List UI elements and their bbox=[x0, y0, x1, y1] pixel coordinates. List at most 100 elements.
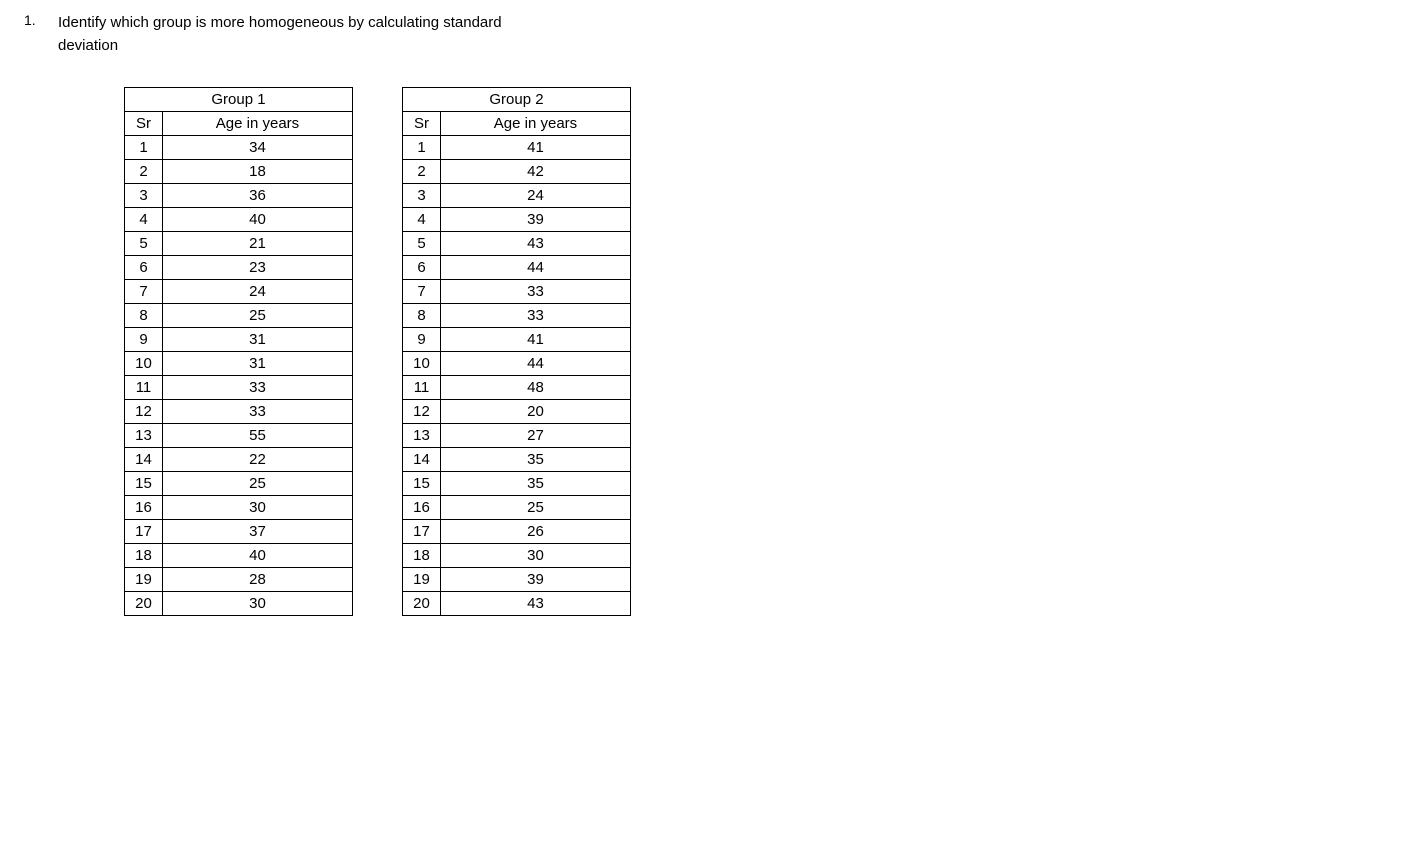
table-row: 521543 bbox=[125, 232, 631, 256]
group2-age: 39 bbox=[441, 208, 631, 232]
group2-sr: 2 bbox=[403, 160, 441, 184]
table-row: 825833 bbox=[125, 304, 631, 328]
group1-sr: 11 bbox=[125, 376, 163, 400]
question-text-line1: Identify which group is more homogeneous… bbox=[58, 14, 502, 31]
spacer bbox=[353, 592, 403, 616]
group1-sr: 5 bbox=[125, 232, 163, 256]
group1-age: 25 bbox=[163, 304, 353, 328]
group2-age: 48 bbox=[441, 376, 631, 400]
spacer bbox=[353, 232, 403, 256]
group2-age: 20 bbox=[441, 400, 631, 424]
group2-sr: 1 bbox=[403, 136, 441, 160]
question-text-line2: deviation bbox=[58, 37, 118, 54]
spacer bbox=[353, 496, 403, 520]
table-row: 623644 bbox=[125, 256, 631, 280]
table-row: 134141 bbox=[125, 136, 631, 160]
table-row: 218242 bbox=[125, 160, 631, 184]
group1-age: 24 bbox=[163, 280, 353, 304]
group1-sr: 13 bbox=[125, 424, 163, 448]
group2-age: 43 bbox=[441, 592, 631, 616]
spacer bbox=[353, 88, 403, 112]
group1-sr: 2 bbox=[125, 160, 163, 184]
group1-header-sr: Sr bbox=[125, 112, 163, 136]
group2-age: 33 bbox=[441, 304, 631, 328]
group1-sr: 3 bbox=[125, 184, 163, 208]
group2-sr: 3 bbox=[403, 184, 441, 208]
group1-sr: 14 bbox=[125, 448, 163, 472]
data-table: Group 1Group 2SrAge in yearsSrAge in yea… bbox=[124, 87, 631, 616]
group2-age: 35 bbox=[441, 448, 631, 472]
spacer bbox=[353, 520, 403, 544]
group2-age: 41 bbox=[441, 328, 631, 352]
spacer bbox=[353, 328, 403, 352]
group2-sr: 20 bbox=[403, 592, 441, 616]
group1-sr: 19 bbox=[125, 568, 163, 592]
group2-age: 30 bbox=[441, 544, 631, 568]
group2-sr: 15 bbox=[403, 472, 441, 496]
spacer bbox=[353, 544, 403, 568]
spacer bbox=[353, 208, 403, 232]
group1-age: 21 bbox=[163, 232, 353, 256]
group1-title: Group 1 bbox=[125, 88, 353, 112]
spacer bbox=[353, 448, 403, 472]
group1-sr: 16 bbox=[125, 496, 163, 520]
question-block: 1. Identify which group is more homogene… bbox=[24, 12, 1377, 57]
table-row: 336324 bbox=[125, 184, 631, 208]
group1-age: 28 bbox=[163, 568, 353, 592]
spacer bbox=[353, 568, 403, 592]
group1-age: 40 bbox=[163, 208, 353, 232]
table-row: 10311044 bbox=[125, 352, 631, 376]
table-row: 19281939 bbox=[125, 568, 631, 592]
group2-age: 42 bbox=[441, 160, 631, 184]
group1-age: 40 bbox=[163, 544, 353, 568]
group2-sr: 6 bbox=[403, 256, 441, 280]
group1-age: 18 bbox=[163, 160, 353, 184]
group2-age: 26 bbox=[441, 520, 631, 544]
spacer bbox=[353, 256, 403, 280]
group2-age: 33 bbox=[441, 280, 631, 304]
group1-sr: 8 bbox=[125, 304, 163, 328]
group1-sr: 20 bbox=[125, 592, 163, 616]
group1-age: 33 bbox=[163, 400, 353, 424]
group1-age: 30 bbox=[163, 496, 353, 520]
spacer bbox=[353, 352, 403, 376]
table-row: 20302043 bbox=[125, 592, 631, 616]
table-row: 18401830 bbox=[125, 544, 631, 568]
group1-sr: 4 bbox=[125, 208, 163, 232]
group1-age: 37 bbox=[163, 520, 353, 544]
group2-age: 41 bbox=[441, 136, 631, 160]
group2-age: 27 bbox=[441, 424, 631, 448]
group2-sr: 19 bbox=[403, 568, 441, 592]
spacer bbox=[353, 280, 403, 304]
group2-age: 44 bbox=[441, 256, 631, 280]
spacer bbox=[353, 160, 403, 184]
group1-sr: 10 bbox=[125, 352, 163, 376]
group1-header-age: Age in years bbox=[163, 112, 353, 136]
spacer bbox=[353, 136, 403, 160]
spacer bbox=[353, 424, 403, 448]
spacer bbox=[353, 184, 403, 208]
group2-age: 24 bbox=[441, 184, 631, 208]
group2-sr: 18 bbox=[403, 544, 441, 568]
table-row: 15251535 bbox=[125, 472, 631, 496]
group1-age: 34 bbox=[163, 136, 353, 160]
group1-sr: 17 bbox=[125, 520, 163, 544]
group2-sr: 16 bbox=[403, 496, 441, 520]
group1-sr: 15 bbox=[125, 472, 163, 496]
group2-sr: 13 bbox=[403, 424, 441, 448]
question-text: Identify which group is more homogeneous… bbox=[58, 12, 698, 57]
group1-age: 31 bbox=[163, 328, 353, 352]
group2-sr: 17 bbox=[403, 520, 441, 544]
spacer bbox=[353, 376, 403, 400]
table-row: 11331148 bbox=[125, 376, 631, 400]
group2-sr: 9 bbox=[403, 328, 441, 352]
table-row: 13551327 bbox=[125, 424, 631, 448]
spacer bbox=[353, 472, 403, 496]
group2-title: Group 2 bbox=[403, 88, 631, 112]
group1-age: 30 bbox=[163, 592, 353, 616]
tables-wrapper: Group 1Group 2SrAge in yearsSrAge in yea… bbox=[124, 87, 1377, 616]
group1-age: 22 bbox=[163, 448, 353, 472]
group2-header-age: Age in years bbox=[441, 112, 631, 136]
question-number: 1. bbox=[24, 12, 58, 28]
group1-sr: 6 bbox=[125, 256, 163, 280]
